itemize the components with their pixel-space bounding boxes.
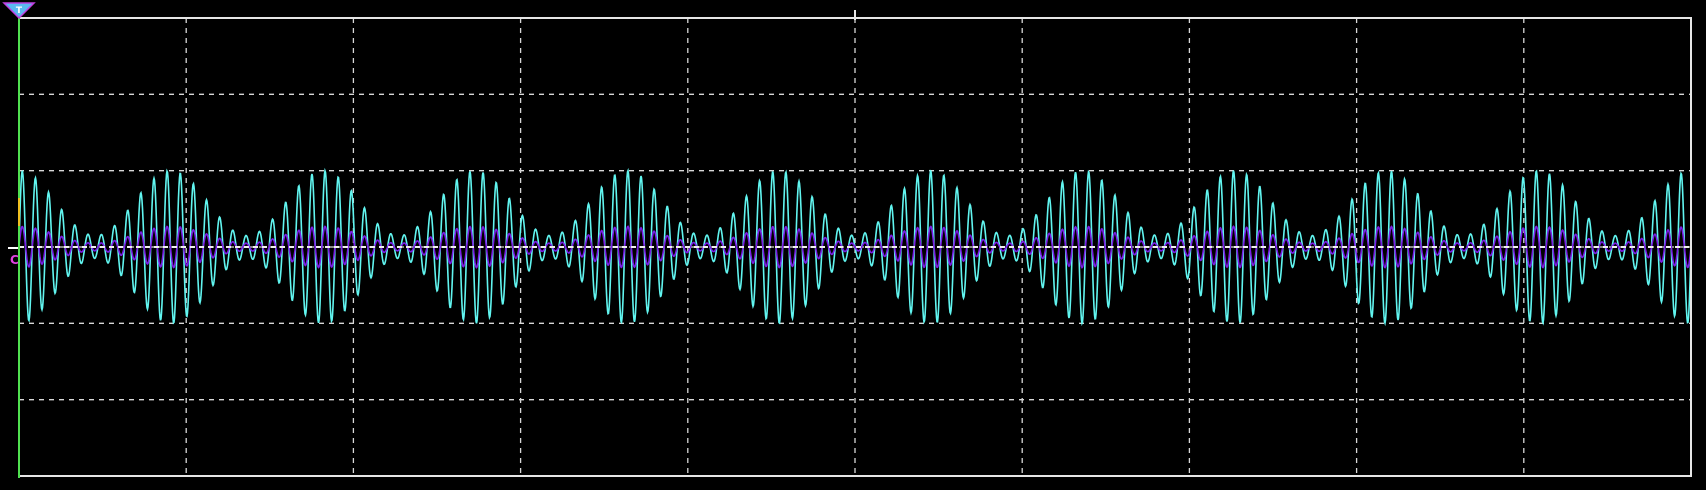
- trigger-icon[interactable]: [2, 2, 36, 20]
- graticule: [19, 18, 1691, 476]
- trigger-position-marker[interactable]: T: [2, 2, 36, 20]
- channel-marker: C: [10, 253, 19, 267]
- waveform-traces: [18, 167, 1692, 327]
- series-line-2: [18, 225, 1692, 269]
- trigger-label: T: [16, 6, 23, 16]
